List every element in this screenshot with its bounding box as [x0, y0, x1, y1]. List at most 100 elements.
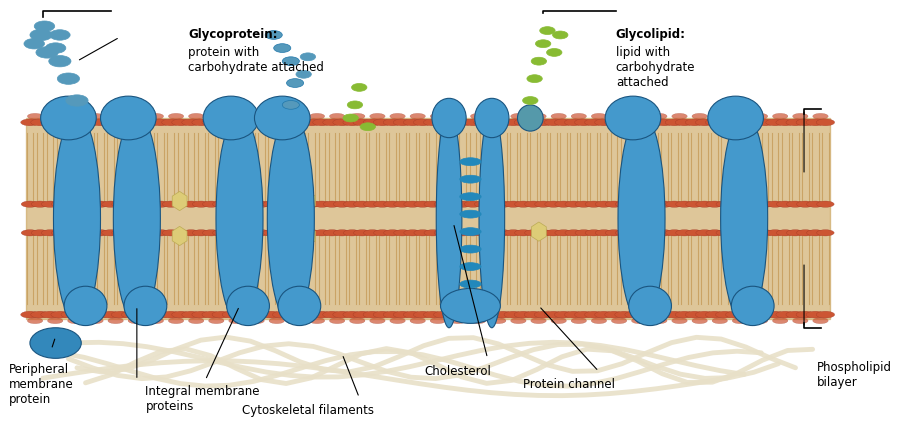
Ellipse shape	[725, 311, 744, 318]
Ellipse shape	[665, 230, 683, 236]
Ellipse shape	[776, 119, 795, 126]
Ellipse shape	[373, 119, 392, 126]
Ellipse shape	[343, 230, 360, 236]
Ellipse shape	[436, 109, 462, 328]
Ellipse shape	[373, 311, 392, 318]
Ellipse shape	[61, 311, 79, 318]
Text: Cholesterol: Cholesterol	[424, 365, 491, 378]
Ellipse shape	[424, 201, 441, 207]
Ellipse shape	[390, 318, 405, 324]
Text: protein with
carbohydrate attached: protein with carbohydrate attached	[188, 46, 324, 74]
Ellipse shape	[111, 201, 129, 207]
Circle shape	[287, 79, 304, 87]
Ellipse shape	[192, 230, 209, 236]
Ellipse shape	[41, 201, 58, 207]
Ellipse shape	[132, 230, 149, 236]
Ellipse shape	[172, 311, 191, 318]
Ellipse shape	[192, 201, 209, 207]
Ellipse shape	[263, 201, 280, 207]
Ellipse shape	[309, 318, 325, 324]
Ellipse shape	[131, 311, 150, 318]
Ellipse shape	[746, 230, 763, 236]
Ellipse shape	[565, 311, 583, 318]
Ellipse shape	[494, 230, 512, 236]
Ellipse shape	[511, 113, 526, 119]
Ellipse shape	[731, 286, 774, 326]
Ellipse shape	[343, 201, 360, 207]
Ellipse shape	[574, 119, 593, 126]
Ellipse shape	[111, 119, 129, 126]
Ellipse shape	[40, 311, 59, 318]
Ellipse shape	[313, 119, 331, 126]
Ellipse shape	[253, 230, 271, 236]
Ellipse shape	[303, 311, 321, 318]
Ellipse shape	[706, 311, 724, 318]
Ellipse shape	[113, 114, 160, 323]
Ellipse shape	[232, 119, 251, 126]
Ellipse shape	[475, 201, 492, 207]
Ellipse shape	[249, 113, 264, 119]
Ellipse shape	[67, 113, 83, 119]
Ellipse shape	[555, 119, 573, 126]
Ellipse shape	[394, 230, 411, 236]
Ellipse shape	[655, 311, 673, 318]
Circle shape	[36, 47, 58, 58]
Ellipse shape	[269, 113, 284, 119]
Ellipse shape	[289, 318, 305, 324]
Ellipse shape	[233, 230, 250, 236]
Ellipse shape	[141, 311, 160, 318]
Ellipse shape	[102, 119, 120, 126]
Ellipse shape	[253, 201, 271, 207]
Ellipse shape	[475, 230, 492, 236]
Ellipse shape	[92, 201, 109, 207]
Ellipse shape	[772, 318, 788, 324]
Ellipse shape	[594, 311, 613, 318]
Ellipse shape	[51, 201, 69, 207]
Ellipse shape	[324, 230, 341, 236]
Ellipse shape	[514, 119, 532, 126]
Polygon shape	[446, 209, 461, 228]
Ellipse shape	[227, 286, 270, 326]
Text: lipid with
carbohydrate
attached: lipid with carbohydrate attached	[616, 46, 695, 89]
Ellipse shape	[504, 311, 522, 318]
Ellipse shape	[766, 119, 784, 126]
Ellipse shape	[111, 230, 129, 236]
Ellipse shape	[665, 119, 683, 126]
Ellipse shape	[369, 113, 385, 119]
Circle shape	[66, 95, 88, 106]
Ellipse shape	[430, 113, 446, 119]
Ellipse shape	[534, 311, 553, 318]
Ellipse shape	[404, 230, 422, 236]
Ellipse shape	[410, 113, 425, 119]
Ellipse shape	[40, 96, 96, 140]
Ellipse shape	[67, 318, 83, 324]
Ellipse shape	[544, 119, 563, 126]
Ellipse shape	[504, 230, 522, 236]
Ellipse shape	[459, 263, 481, 271]
Ellipse shape	[655, 119, 673, 126]
Ellipse shape	[551, 113, 566, 119]
Ellipse shape	[491, 318, 506, 324]
Ellipse shape	[168, 113, 183, 119]
Text: Peripheral
membrane
protein: Peripheral membrane protein	[9, 363, 74, 406]
Ellipse shape	[530, 113, 547, 119]
Ellipse shape	[793, 113, 808, 119]
Ellipse shape	[404, 311, 422, 318]
Ellipse shape	[504, 119, 522, 126]
Ellipse shape	[652, 318, 667, 324]
Ellipse shape	[353, 201, 371, 207]
Circle shape	[282, 57, 299, 66]
Ellipse shape	[776, 311, 795, 318]
Ellipse shape	[618, 114, 665, 323]
Ellipse shape	[584, 311, 603, 318]
Ellipse shape	[766, 201, 784, 207]
Ellipse shape	[101, 96, 156, 140]
Ellipse shape	[745, 311, 764, 318]
Ellipse shape	[611, 318, 627, 324]
Ellipse shape	[736, 201, 753, 207]
Ellipse shape	[273, 201, 290, 207]
Ellipse shape	[162, 201, 180, 207]
Ellipse shape	[324, 201, 341, 207]
Ellipse shape	[615, 119, 633, 126]
Ellipse shape	[628, 286, 672, 326]
